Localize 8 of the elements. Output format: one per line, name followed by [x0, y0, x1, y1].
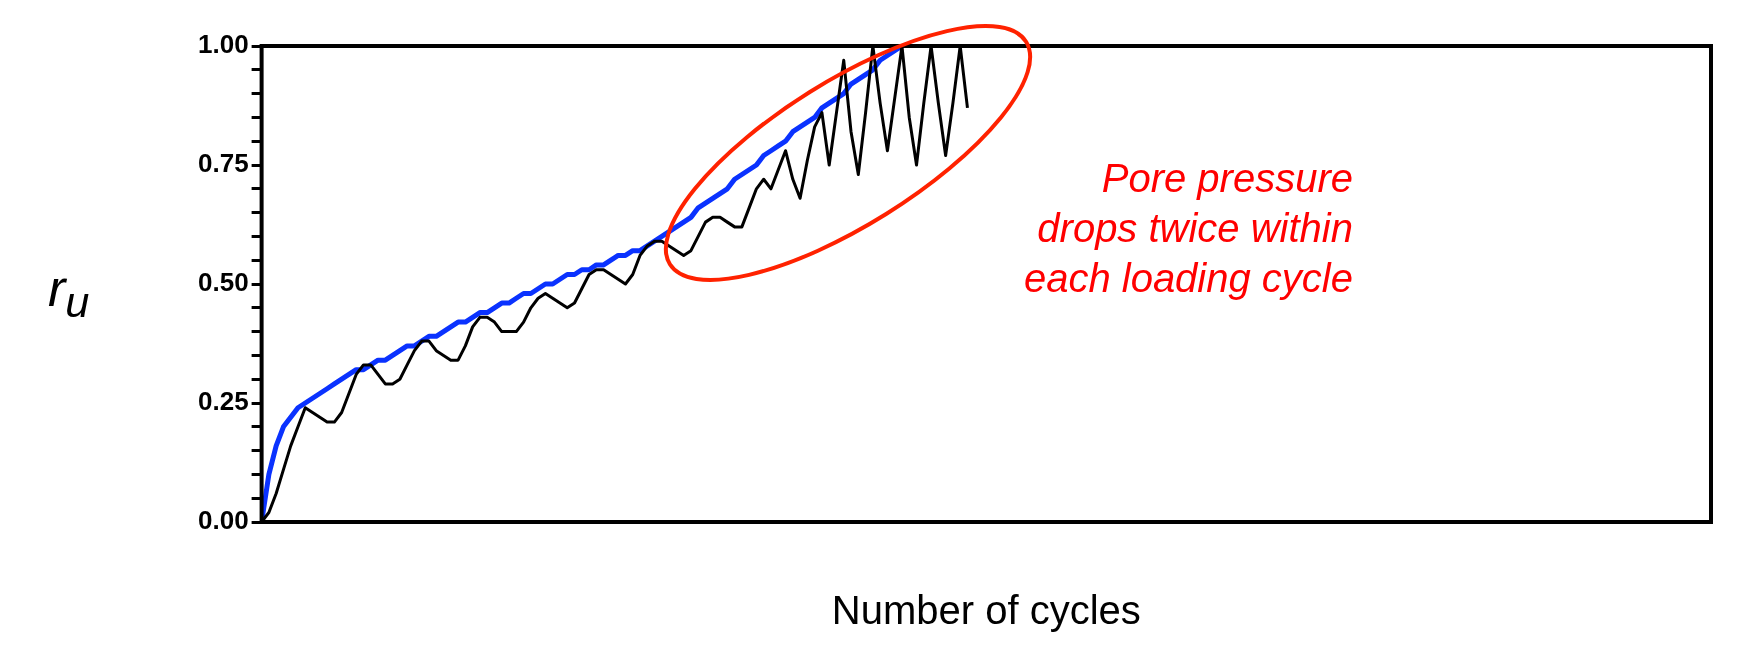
x-axis-title: Number of cycles — [831, 588, 1141, 633]
y-axis-title: r$_{u}$ — [48, 258, 90, 328]
y-tick-label: 0.75 — [197, 148, 249, 179]
y-tick-label: 0.00 — [197, 505, 249, 536]
text: Pore pressure drops twice within each loading cycle — [1022, 155, 1353, 302]
y-tick-label: 1.00 — [197, 29, 249, 60]
y-tick-label: 0.25 — [197, 386, 249, 417]
y-tick-label: 0.50 — [197, 267, 249, 298]
